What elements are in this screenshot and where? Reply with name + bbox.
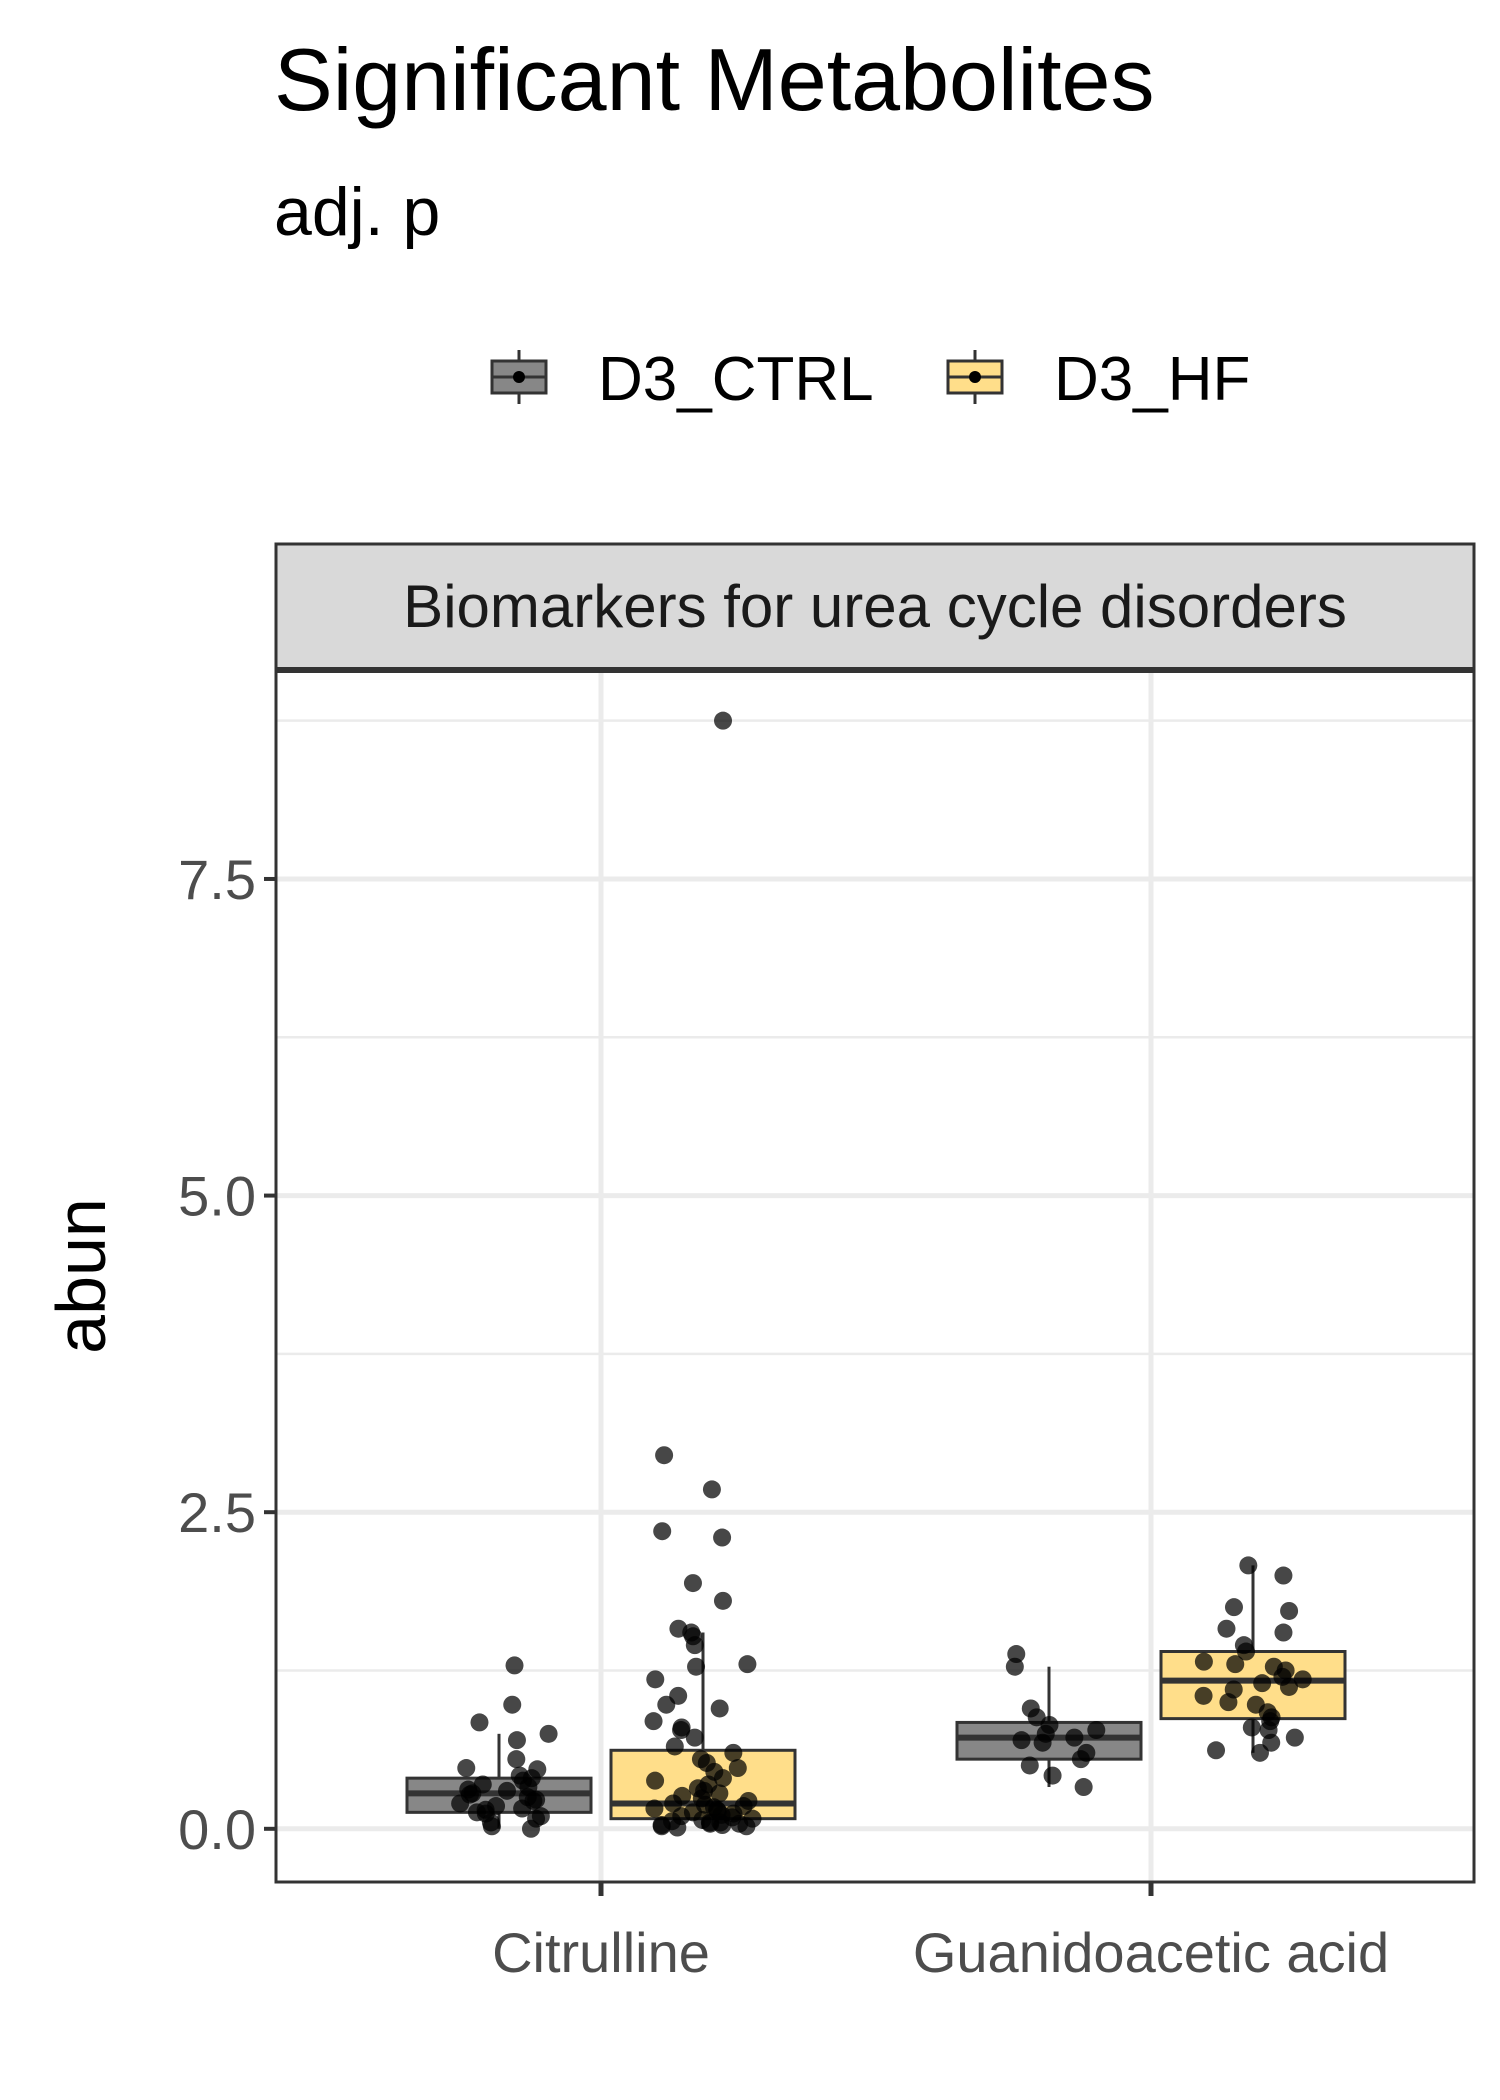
data-point <box>738 1655 757 1674</box>
data-point <box>1279 1677 1298 1696</box>
data-point <box>646 1670 665 1689</box>
data-point <box>728 1759 747 1778</box>
data-point <box>687 1657 706 1676</box>
plot-area <box>405 711 1347 1838</box>
data-point <box>1194 1652 1213 1671</box>
y-tick-label: 0.0 <box>178 1798 256 1861</box>
data-point <box>1065 1728 1084 1747</box>
box-group-d3-hf-citrulline <box>609 711 797 1837</box>
data-point <box>451 1794 470 1813</box>
data-point <box>1224 1598 1243 1617</box>
data-point <box>1253 1674 1272 1693</box>
data-point <box>665 1737 684 1756</box>
data-point <box>1250 1743 1269 1762</box>
axes: 0.0 2.5 5.0 7.5 Citrulline Guanidoacetic acid <box>178 848 1389 1984</box>
data-point <box>1237 1642 1256 1661</box>
chart-title: Significant Metabolites <box>274 30 1154 129</box>
data-point <box>710 1699 729 1718</box>
y-tick-label: 2.5 <box>178 1481 256 1544</box>
data-point <box>685 1728 704 1747</box>
data-point <box>1274 1566 1293 1585</box>
data-point <box>1087 1721 1106 1740</box>
data-point <box>505 1656 524 1675</box>
data-point <box>1074 1778 1093 1797</box>
data-point <box>1219 1693 1238 1712</box>
box-group-d3-ctrl-guanidoacetic-acid <box>955 1645 1143 1797</box>
legend-key-d3-ctrl <box>490 350 548 404</box>
gridlines <box>276 670 1474 1882</box>
data-point <box>683 1574 702 1593</box>
data-point <box>1071 1750 1090 1769</box>
data-point <box>672 1721 691 1740</box>
data-point <box>507 1731 526 1750</box>
data-point <box>713 1591 732 1610</box>
legend-key-d3-hf <box>946 350 1004 404</box>
y-tick-label: 7.5 <box>178 848 256 911</box>
x-tick-label: Guanidoacetic acid <box>913 1921 1389 1984</box>
data-point <box>513 1799 532 1818</box>
data-point <box>497 1781 516 1800</box>
data-point <box>1043 1766 1062 1785</box>
facet-strip: Biomarkers for urea cycle disorders <box>274 542 1476 672</box>
data-point <box>1012 1731 1031 1750</box>
data-point <box>1285 1728 1304 1747</box>
legend-label-d3-ctrl: D3_CTRL <box>598 345 874 414</box>
data-point <box>685 1636 704 1655</box>
data-point <box>713 1769 732 1788</box>
data-point <box>507 1750 526 1769</box>
data-point <box>1033 1733 1052 1752</box>
data-point <box>1217 1619 1236 1638</box>
data-point <box>1194 1686 1213 1705</box>
data-point <box>521 1819 540 1838</box>
legend-label-d3-hf: D3_HF <box>1054 345 1250 414</box>
data-point <box>657 1695 676 1714</box>
y-axis-title: abun <box>42 1198 120 1354</box>
data-point <box>644 1712 663 1731</box>
data-point <box>653 1522 672 1541</box>
data-point <box>1020 1756 1039 1775</box>
data-point <box>724 1743 743 1762</box>
data-point <box>737 1817 756 1836</box>
data-point <box>1207 1741 1226 1760</box>
data-point <box>714 711 733 730</box>
chart-subtitle: adj. p <box>274 174 440 250</box>
data-point <box>646 1771 665 1790</box>
data-point <box>482 1817 501 1836</box>
data-point <box>1005 1657 1024 1676</box>
box-group-d3-ctrl-citrulline <box>405 1656 593 1838</box>
data-point <box>652 1817 671 1836</box>
data-point <box>713 1816 732 1835</box>
facet-label: Biomarkers for urea cycle disorders <box>403 573 1347 640</box>
data-point <box>503 1695 522 1714</box>
data-point <box>1239 1556 1258 1575</box>
data-point <box>470 1713 489 1732</box>
data-point <box>713 1528 732 1547</box>
data-point <box>655 1446 674 1465</box>
legend: D3_CTRL D3_HF <box>490 345 1250 414</box>
data-point <box>1293 1670 1312 1689</box>
y-tick-label: 5.0 <box>178 1165 256 1228</box>
data-point <box>1226 1655 1245 1674</box>
data-point <box>702 1480 721 1499</box>
data-point <box>539 1724 558 1743</box>
data-point <box>668 1818 687 1837</box>
x-tick-label: Citrulline <box>492 1921 710 1984</box>
data-point <box>1280 1601 1299 1620</box>
data-point <box>1274 1623 1293 1642</box>
data-point <box>457 1759 476 1778</box>
box-group-d3-hf-guanidoacetic-acid <box>1159 1556 1347 1762</box>
data-point <box>1242 1718 1261 1737</box>
data-point <box>710 1784 729 1803</box>
data-point <box>645 1799 664 1818</box>
